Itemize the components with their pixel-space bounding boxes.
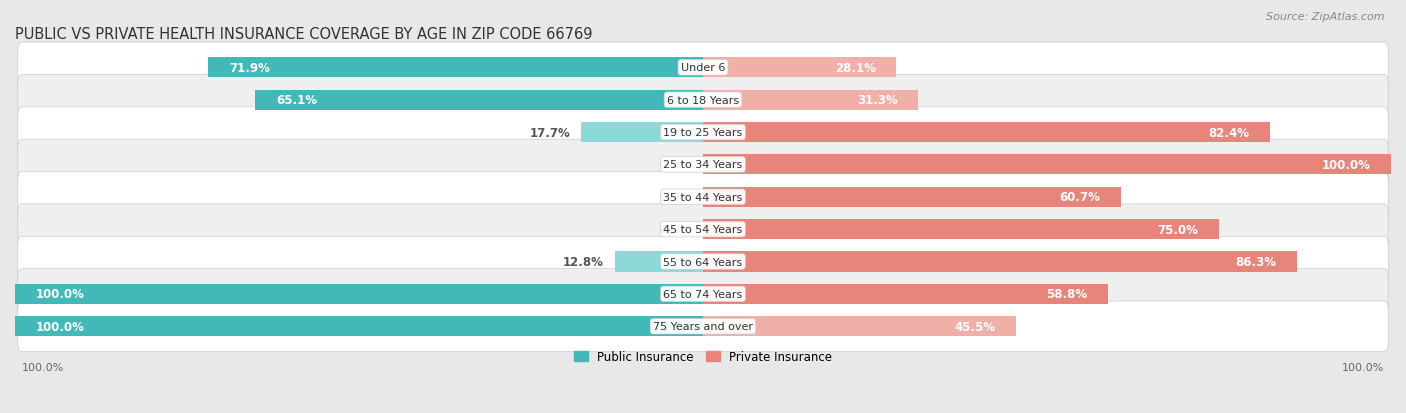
Text: 6 to 18 Years: 6 to 18 Years <box>666 95 740 105</box>
Text: 65 to 74 Years: 65 to 74 Years <box>664 289 742 299</box>
FancyBboxPatch shape <box>18 172 1388 223</box>
Text: 35 to 44 Years: 35 to 44 Years <box>664 192 742 202</box>
Text: 75.0%: 75.0% <box>1157 223 1198 236</box>
Text: PUBLIC VS PRIVATE HEALTH INSURANCE COVERAGE BY AGE IN ZIP CODE 66769: PUBLIC VS PRIVATE HEALTH INSURANCE COVER… <box>15 27 592 42</box>
Text: 28.1%: 28.1% <box>835 62 876 75</box>
FancyBboxPatch shape <box>18 75 1388 126</box>
Text: 19 to 25 Years: 19 to 25 Years <box>664 128 742 138</box>
Text: 100.0%: 100.0% <box>35 288 84 301</box>
Text: 45 to 54 Years: 45 to 54 Years <box>664 225 742 235</box>
Text: 31.3%: 31.3% <box>856 94 897 107</box>
Bar <box>614 252 703 272</box>
Bar <box>581 123 703 143</box>
Text: 25 to 34 Years: 25 to 34 Years <box>664 160 742 170</box>
Bar <box>703 58 897 78</box>
Text: 0.0%: 0.0% <box>659 191 692 204</box>
Bar <box>208 58 703 78</box>
Text: 65.1%: 65.1% <box>276 94 316 107</box>
Text: Under 6: Under 6 <box>681 63 725 73</box>
Text: 100.0%: 100.0% <box>35 320 84 333</box>
Text: 0.0%: 0.0% <box>659 159 692 171</box>
Bar <box>703 188 1121 207</box>
Text: 100.0%: 100.0% <box>1322 159 1371 171</box>
FancyBboxPatch shape <box>18 43 1388 93</box>
Text: 0.0%: 0.0% <box>659 223 692 236</box>
FancyBboxPatch shape <box>18 140 1388 190</box>
FancyBboxPatch shape <box>18 204 1388 255</box>
Text: 12.8%: 12.8% <box>562 255 605 268</box>
FancyBboxPatch shape <box>18 269 1388 319</box>
Text: 100.0%: 100.0% <box>22 362 65 372</box>
Bar <box>703 90 918 110</box>
Text: Source: ZipAtlas.com: Source: ZipAtlas.com <box>1267 12 1385 22</box>
Text: 71.9%: 71.9% <box>229 62 270 75</box>
Bar <box>703 316 1017 337</box>
Text: 60.7%: 60.7% <box>1059 191 1099 204</box>
Bar <box>703 155 1391 175</box>
Bar <box>703 123 1270 143</box>
Bar <box>703 252 1296 272</box>
Text: 82.4%: 82.4% <box>1208 126 1250 139</box>
Bar <box>15 284 703 304</box>
Bar <box>254 90 703 110</box>
Text: 86.3%: 86.3% <box>1234 255 1277 268</box>
Text: 55 to 64 Years: 55 to 64 Years <box>664 257 742 267</box>
FancyBboxPatch shape <box>18 237 1388 287</box>
Text: 100.0%: 100.0% <box>1341 362 1384 372</box>
Bar <box>703 220 1219 240</box>
Text: 75 Years and over: 75 Years and over <box>652 321 754 331</box>
Text: 58.8%: 58.8% <box>1046 288 1087 301</box>
Text: 45.5%: 45.5% <box>955 320 995 333</box>
Text: 17.7%: 17.7% <box>530 126 571 139</box>
Bar <box>703 284 1108 304</box>
FancyBboxPatch shape <box>18 107 1388 158</box>
FancyBboxPatch shape <box>18 301 1388 351</box>
Bar <box>15 316 703 337</box>
Legend: Public Insurance, Private Insurance: Public Insurance, Private Insurance <box>569 345 837 368</box>
